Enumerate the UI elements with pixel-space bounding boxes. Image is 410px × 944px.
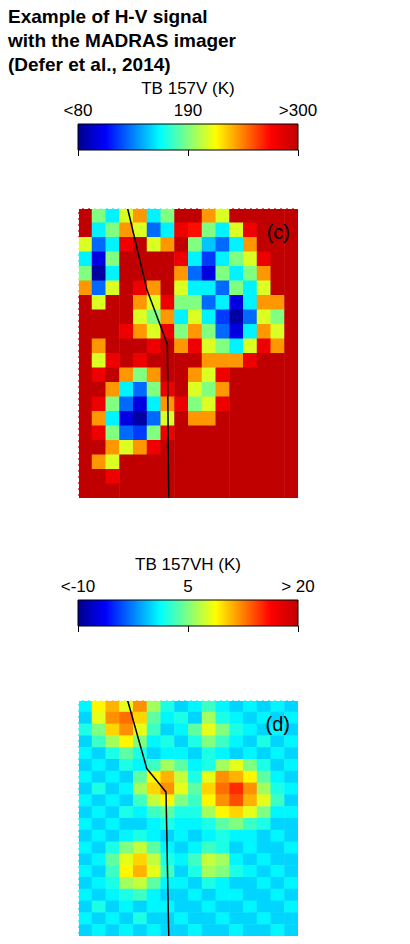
svg-text:(d): (d)	[266, 713, 290, 735]
svg-text:TB 157V (K): TB 157V (K)	[141, 79, 235, 98]
svg-text:with the MADRAS imager: with the MADRAS imager	[7, 30, 237, 51]
svg-text:>300: >300	[279, 101, 317, 120]
svg-text:> 20: > 20	[281, 577, 315, 596]
svg-text:190: 190	[174, 101, 202, 120]
svg-text:5: 5	[183, 577, 192, 596]
svg-text:<-10: <-10	[61, 577, 96, 596]
svg-text:(Defer et al., 2014): (Defer et al., 2014)	[8, 54, 171, 75]
svg-text:<80: <80	[64, 101, 93, 120]
svg-text:Example of H-V signal: Example of H-V signal	[8, 6, 208, 27]
svg-text:TB 157VH (K): TB 157VH (K)	[135, 555, 241, 574]
svg-text:(c): (c)	[267, 221, 290, 243]
